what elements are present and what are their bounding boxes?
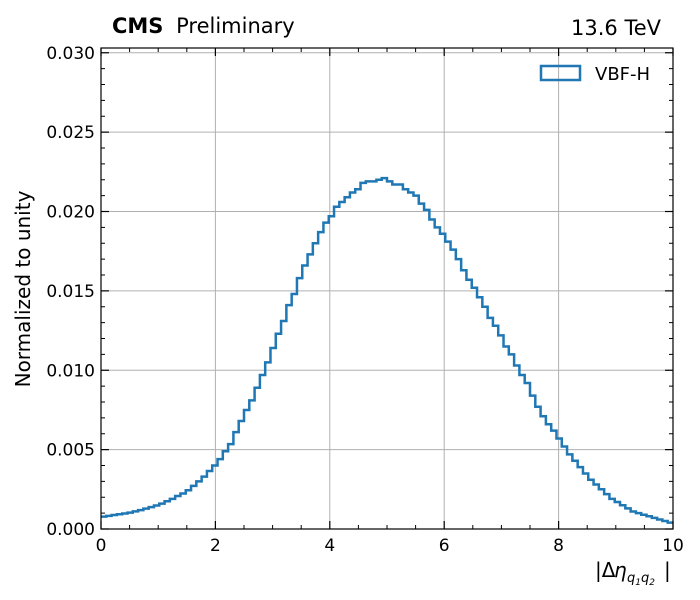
x-tick-label: 6 bbox=[439, 536, 450, 556]
x-axis-title-subscript: q1q2 bbox=[627, 571, 655, 588]
y-tick-label: 0.010 bbox=[46, 361, 95, 381]
plot-frame bbox=[100, 47, 674, 530]
x-tick-label: 10 bbox=[662, 536, 684, 556]
legend-swatch-vbf-h bbox=[539, 64, 582, 82]
y-tick-label: 0.030 bbox=[46, 44, 95, 64]
tick-labels-layer: 0 2 4 6 8 10 0.000 0.005 0.010 0.015 0.020 0.025 0.0… bbox=[46, 44, 683, 556]
y-tick-label: 0.015 bbox=[46, 282, 95, 302]
y-tick-label: 0.025 bbox=[46, 123, 95, 143]
y-tick-label: 0.005 bbox=[46, 441, 95, 461]
series-line-vbf-h bbox=[101, 176, 673, 524]
x-tick-label: 0 bbox=[96, 536, 107, 556]
x-tick-label: 2 bbox=[210, 536, 221, 556]
x-axis-title-bar-right: | bbox=[664, 558, 671, 582]
energy-label: 13.6 TeV bbox=[571, 16, 662, 40]
grid-lines bbox=[100, 48, 674, 530]
x-axis-title-bar-left: |Δ bbox=[595, 558, 616, 582]
y-axis-title: Normalized to unity bbox=[11, 190, 35, 387]
x-tick-label: 8 bbox=[553, 536, 564, 556]
x-tick-label: 4 bbox=[324, 536, 335, 556]
x-axis-title: |Δ η q1q2 | bbox=[595, 558, 671, 588]
legend: VBF-H bbox=[539, 64, 650, 85]
legend-label-vbf-h: VBF-H bbox=[595, 64, 650, 85]
y-tick-label: 0.020 bbox=[46, 203, 95, 223]
experiment-label: CMS Preliminary bbox=[112, 14, 295, 38]
experiment-name: CMS bbox=[112, 14, 163, 38]
y-tick-label: 0.000 bbox=[46, 520, 95, 540]
x-axis-title-eta: η bbox=[614, 558, 627, 582]
series-layer bbox=[101, 176, 673, 524]
status-label: Preliminary bbox=[176, 14, 295, 38]
ticks-layer bbox=[100, 48, 674, 530]
